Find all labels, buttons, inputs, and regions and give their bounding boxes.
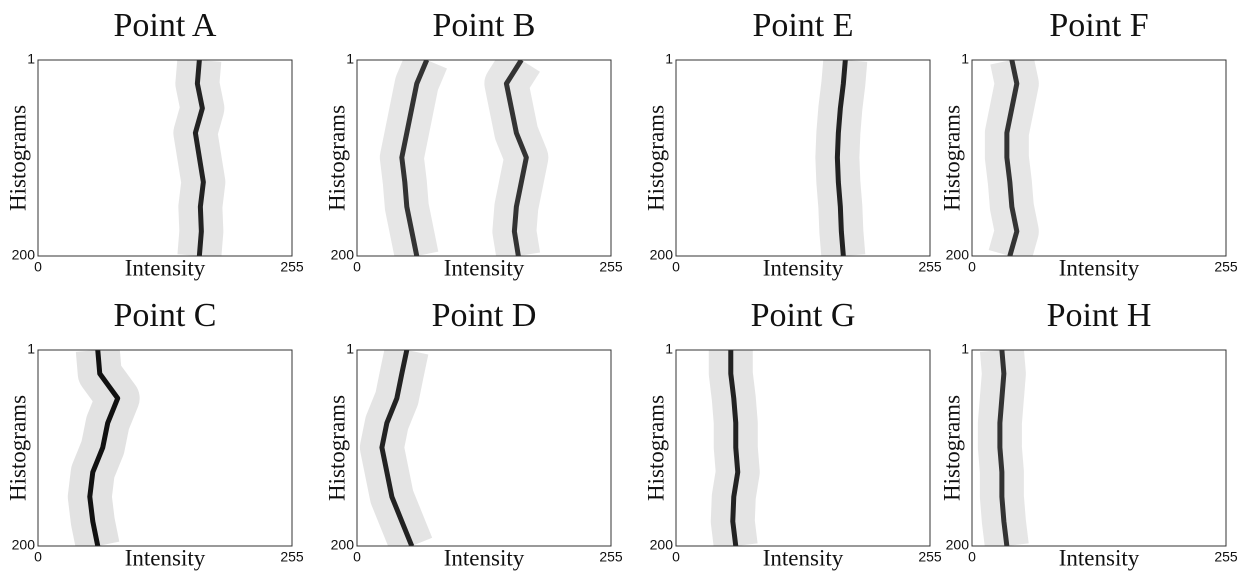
y-tick-label: 200 (331, 247, 355, 263)
y-axis-label: Histograms (643, 395, 668, 501)
x-axis-label: Intensity (125, 545, 206, 570)
x-tick-label: 255 (280, 549, 304, 565)
plot-border (971, 59, 1227, 257)
x-tick-label: 255 (918, 259, 942, 275)
plot-border (356, 349, 612, 547)
panel-title: Point A (114, 7, 217, 44)
plot-frame (675, 59, 931, 257)
plot-frame (37, 349, 293, 547)
x-tick-label: 0 (968, 259, 976, 275)
x-axis-label: Intensity (125, 255, 206, 280)
ridge (87, 350, 121, 546)
y-axis-label: Histograms (939, 395, 964, 501)
y-axis-label: Histograms (939, 105, 964, 211)
y-tick-label: 1 (961, 341, 969, 357)
ridge (834, 60, 848, 256)
x-axis-label: Intensity (1059, 545, 1140, 570)
x-tick-label: 0 (34, 259, 42, 275)
ridge (728, 350, 741, 546)
y-tick-label: 200 (331, 537, 355, 553)
y-axis-label: Histograms (324, 105, 349, 211)
y-tick-label: 200 (650, 247, 674, 263)
y-axis-label: Histograms (5, 395, 30, 501)
x-tick-label: 0 (968, 549, 976, 565)
panel-title: Point G (751, 297, 856, 334)
ridge (192, 60, 206, 256)
x-tick-label: 0 (353, 259, 361, 275)
panel-title: Point D (432, 297, 537, 334)
x-tick-label: 0 (34, 549, 42, 565)
ridge (503, 60, 529, 256)
x-tick-label: 0 (672, 259, 680, 275)
y-tick-label: 200 (12, 247, 36, 263)
plot-border (37, 59, 293, 257)
panel-title: Point F (1049, 7, 1148, 44)
x-axis-label: Intensity (1059, 255, 1140, 280)
y-axis-label: Histograms (5, 105, 30, 211)
plot-frame (971, 349, 1227, 547)
y-tick-label: 1 (665, 51, 673, 67)
ridge (997, 350, 1010, 546)
y-tick-label: 1 (665, 341, 673, 357)
ridge (399, 60, 430, 256)
x-tick-label: 255 (280, 259, 304, 275)
ridge (379, 350, 415, 546)
y-tick-label: 200 (650, 537, 674, 553)
panel-title: Point H (1047, 297, 1152, 334)
ridge (1004, 60, 1020, 256)
panel-title: Point E (752, 7, 853, 44)
x-tick-label: 255 (599, 259, 623, 275)
plot-border (37, 349, 293, 547)
x-tick-label: 255 (1214, 549, 1238, 565)
y-tick-label: 1 (346, 341, 354, 357)
plot-border (356, 59, 612, 257)
y-axis-label: Histograms (324, 395, 349, 501)
y-tick-label: 200 (12, 537, 36, 553)
x-tick-label: 255 (1214, 259, 1238, 275)
plot-frame (37, 59, 293, 257)
x-axis-label: Intensity (763, 255, 844, 280)
plot-frame (675, 349, 931, 547)
plot-border (675, 59, 931, 257)
y-axis-label: Histograms (643, 105, 668, 211)
plot-border (971, 349, 1227, 547)
y-tick-label: 1 (27, 51, 35, 67)
x-tick-label: 255 (918, 549, 942, 565)
x-axis-label: Intensity (763, 545, 844, 570)
x-tick-label: 255 (599, 549, 623, 565)
x-axis-label: Intensity (444, 255, 525, 280)
y-tick-label: 1 (346, 51, 354, 67)
x-tick-label: 0 (672, 549, 680, 565)
panel-title: Point C (114, 297, 217, 334)
y-tick-label: 200 (946, 537, 970, 553)
x-tick-label: 0 (353, 549, 361, 565)
y-tick-label: 200 (946, 247, 970, 263)
x-axis-label: Intensity (444, 545, 525, 570)
plot-border (675, 349, 931, 547)
panel-title: Point B (433, 7, 536, 44)
y-tick-label: 1 (27, 341, 35, 357)
y-tick-label: 1 (961, 51, 969, 67)
